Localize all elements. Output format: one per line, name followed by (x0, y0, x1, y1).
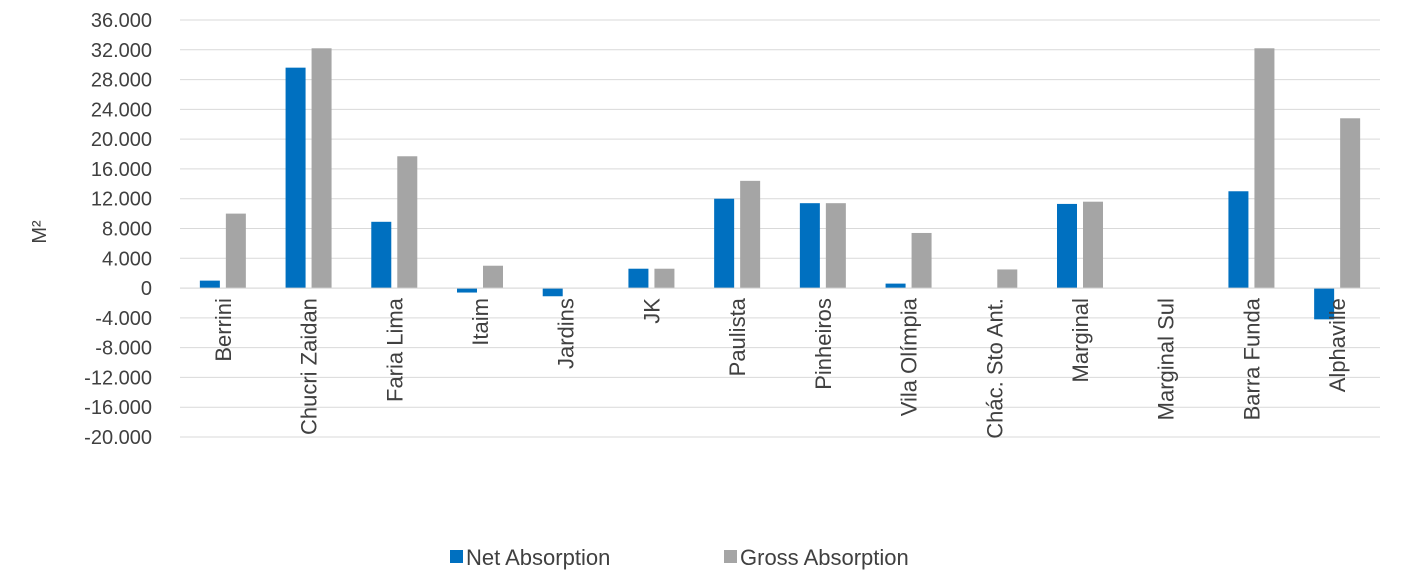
x-tick-label: Barra Funda (1239, 297, 1264, 420)
legend: Net Absorption Gross Absorption (450, 545, 909, 570)
bar-net (457, 288, 477, 293)
y-tick-label: 0 (141, 278, 152, 300)
legend-label: Gross Absorption (740, 545, 909, 570)
x-tick-label: Itaim (468, 298, 493, 346)
x-tick-label: Jardins (554, 298, 579, 369)
bar-net (199, 280, 220, 289)
bar-gross (311, 48, 332, 289)
x-tick-label: Berrini (211, 298, 236, 362)
y-tick-label: -8.000 (95, 338, 152, 360)
y-tick-label: 28.000 (91, 70, 152, 92)
y-tick-label: 4.000 (102, 248, 152, 270)
y-tick-label: 20.000 (91, 129, 152, 151)
x-tick-label: Vila Olímpia (897, 297, 922, 416)
x-tick-label: Alphaville (1325, 298, 1350, 392)
bar-net (714, 198, 735, 289)
bar-gross (1340, 118, 1361, 289)
y-tick-label: -20.000 (84, 427, 152, 449)
bar-net (542, 288, 563, 297)
bar-net (628, 268, 649, 289)
y-tick-label: 16.000 (91, 159, 152, 181)
bar-gross (483, 265, 503, 289)
x-tick-label: JK (639, 298, 664, 324)
y-tick-label: 36.000 (91, 10, 152, 32)
legend-label: Net Absorption (466, 545, 610, 570)
bar-gross (397, 156, 418, 289)
bar-net (1228, 191, 1249, 289)
x-tick-label: Chucri Zaidan (297, 298, 322, 435)
bar-gross (997, 269, 1018, 289)
bar-gross (654, 268, 675, 289)
bar-net (1314, 288, 1335, 320)
bar-gross (740, 180, 761, 289)
x-tick-label: Chác. Sto Ant. (982, 298, 1007, 439)
bar-gross (825, 203, 846, 289)
y-tick-label: -12.000 (84, 367, 152, 389)
legend-swatch (450, 550, 463, 563)
x-tick-label: Paulista (725, 297, 750, 376)
bar-gross (225, 213, 246, 289)
x-axis: Berrini Chucri Zaidan Faria Lima Itaim Jardi… (211, 297, 1350, 438)
bar-gross (911, 232, 932, 289)
bar-net (1057, 203, 1077, 289)
bar-net (285, 67, 306, 289)
y-tick-label: -4.000 (95, 308, 152, 330)
bars (180, 48, 1380, 320)
y-tick-label: 8.000 (102, 219, 152, 241)
y-tick-label: 24.000 (91, 99, 152, 121)
bar-gross (1083, 201, 1103, 289)
y-axis: 36.000 32.000 28.000 24.000 20.000 16.000 12.0… (84, 10, 152, 449)
bar-gross (1254, 48, 1275, 289)
legend-swatch (724, 550, 737, 563)
y-tick-label: 32.000 (91, 40, 152, 62)
y-tick-label: -16.000 (84, 397, 152, 419)
x-tick-label: Marginal Sul (1154, 298, 1179, 420)
y-axis-label: M² (29, 220, 51, 244)
x-tick-label: Pinheiros (811, 298, 836, 390)
bar-net (371, 221, 392, 289)
gridlines (180, 19, 1380, 438)
bar-net (885, 283, 906, 289)
bar-net (799, 203, 820, 289)
y-tick-label: 12.000 (91, 189, 152, 211)
x-tick-label: Faria Lima (382, 297, 407, 402)
x-tick-label: Marginal (1068, 298, 1093, 382)
